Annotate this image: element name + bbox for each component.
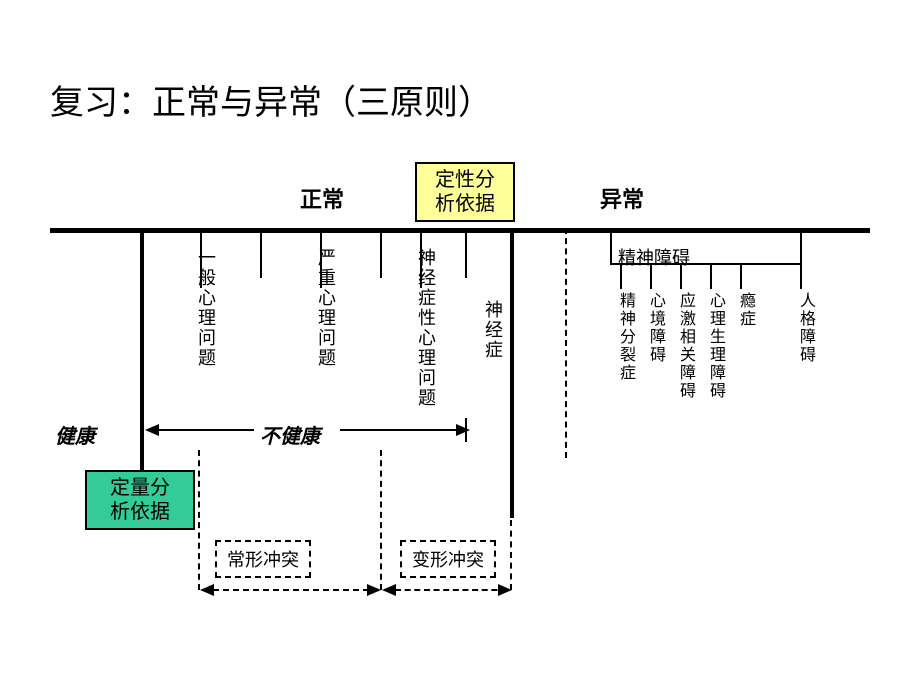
qualitative-text: 定性分 析依据 bbox=[435, 169, 495, 215]
arrow-right-3 bbox=[498, 584, 512, 596]
tick-md2 bbox=[800, 228, 802, 264]
vtext-stress: 应激相关障碍 bbox=[673, 292, 697, 400]
arrow-tick-mid bbox=[465, 418, 467, 442]
label-abnormal: 异常 bbox=[600, 182, 644, 214]
md-stub6 bbox=[800, 265, 802, 289]
arrow-right-2 bbox=[367, 584, 381, 596]
vtext-neurotic: 神经症性心理问题 bbox=[413, 248, 439, 408]
arrow-left-1 bbox=[145, 424, 159, 436]
quantitative-box: 定量分 析依据 bbox=[85, 470, 195, 530]
tick-center-short bbox=[465, 228, 467, 278]
label-normal: 正常 bbox=[300, 182, 344, 214]
normal-conflict-text: 常形冲突 bbox=[227, 550, 299, 570]
arrow-line-1b bbox=[340, 429, 458, 431]
dash-guide-1 bbox=[198, 450, 200, 590]
qualitative-box: 定性分 析依据 bbox=[415, 162, 515, 222]
dash-arrow-1 bbox=[213, 589, 379, 591]
tick-healthy bbox=[140, 228, 144, 488]
vtext-physio: 心理生理障碍 bbox=[703, 292, 727, 400]
arrow-right-1 bbox=[456, 424, 470, 436]
page-title: 复习：正常与异常（三原则） bbox=[50, 75, 492, 124]
arrow-left-3 bbox=[382, 584, 396, 596]
vtext-mood: 心境障碍 bbox=[643, 292, 667, 364]
tick-sep1 bbox=[260, 228, 262, 278]
label-healthy: 健康 bbox=[55, 420, 95, 449]
tick-dash bbox=[565, 228, 567, 458]
md-stub3 bbox=[680, 265, 682, 289]
dash-arrow-2 bbox=[395, 589, 507, 591]
md-stub4 bbox=[710, 265, 712, 289]
vtext-neurosis: 神经症 bbox=[480, 300, 506, 360]
dash-guide-3 bbox=[510, 520, 512, 590]
md-stub5 bbox=[740, 265, 742, 289]
box-deformed-conflict: 变形冲突 bbox=[400, 540, 496, 578]
md-stub1 bbox=[620, 265, 622, 289]
arrow-line-1a bbox=[158, 429, 254, 431]
main-axis bbox=[50, 228, 870, 233]
vtext-serious: 严重心理问题 bbox=[313, 248, 339, 368]
arrow-left-2 bbox=[200, 584, 214, 596]
box-normal-conflict: 常形冲突 bbox=[215, 540, 311, 578]
md-stub2 bbox=[650, 265, 652, 289]
vtext-schizo: 精神分裂症 bbox=[613, 292, 637, 382]
quantitative-text: 定量分 析依据 bbox=[110, 477, 170, 523]
tick-md1 bbox=[610, 228, 612, 264]
tick-sep2 bbox=[380, 228, 382, 278]
label-unhealthy: 不健康 bbox=[260, 420, 320, 449]
dash-guide-2 bbox=[380, 450, 382, 590]
vtext-addiction: 瘾症 bbox=[733, 292, 757, 328]
tick-neurosis bbox=[510, 228, 514, 518]
vtext-personality: 人格障碍 bbox=[793, 292, 817, 364]
vtext-general: 一般心理问题 bbox=[193, 248, 219, 368]
deformed-conflict-text: 变形冲突 bbox=[412, 550, 484, 570]
